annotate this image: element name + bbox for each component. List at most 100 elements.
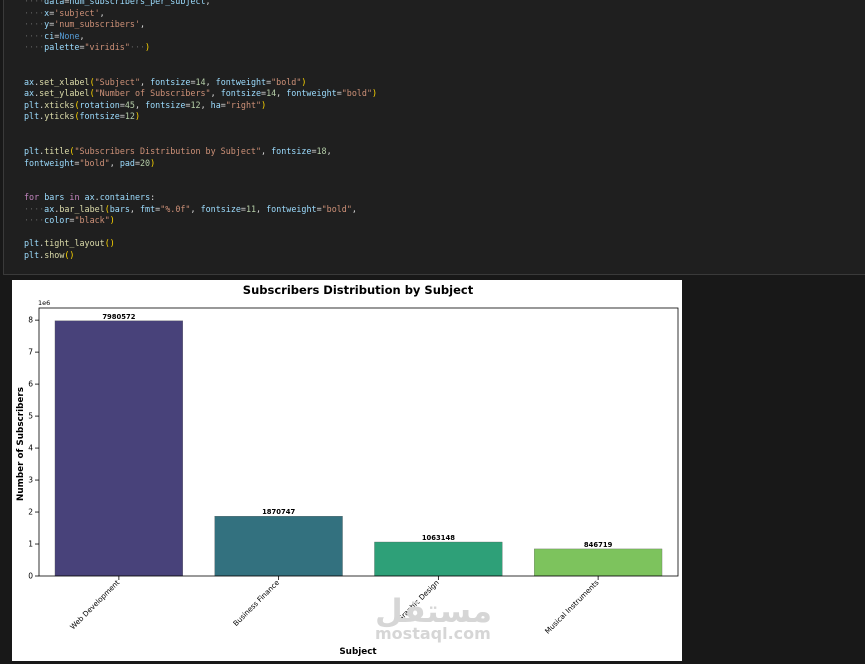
code-token: ) xyxy=(372,88,378,99)
code-token: () xyxy=(104,238,115,249)
code-line: plt.title("Subscribers Distribution by S… xyxy=(24,146,377,158)
code-token: = xyxy=(64,0,70,6)
code-token: , xyxy=(205,76,216,87)
code-token: . xyxy=(39,146,45,157)
code-token: , xyxy=(99,7,105,18)
code-line: ····x='subject', xyxy=(24,8,377,20)
code-token: 45 xyxy=(124,99,135,110)
code-token: . xyxy=(34,88,40,99)
chart-title: Subscribers Distribution by Subject xyxy=(243,283,474,297)
code-token: containers xyxy=(99,192,151,203)
code-token: ) xyxy=(109,215,115,226)
code-token: ···· xyxy=(24,203,45,214)
code-token: fontsize xyxy=(145,99,186,110)
code-token: ax xyxy=(84,192,95,203)
code-token: ) xyxy=(150,157,156,168)
code-line: ····ci=None, xyxy=(24,31,377,43)
y-tick-label: 4 xyxy=(28,444,33,453)
code-token: ax xyxy=(44,203,55,214)
code-token: 12 xyxy=(190,99,201,110)
code-token: ···· xyxy=(24,215,45,226)
code-token: fontsize xyxy=(220,88,262,99)
code-token: fontsize xyxy=(271,146,312,157)
code-token: fontsize xyxy=(200,203,241,214)
code-token: , xyxy=(276,88,287,99)
code-token: = xyxy=(185,99,191,110)
code-token: bars xyxy=(44,192,65,203)
y-tick-label: 0 xyxy=(28,572,33,581)
code-token: x xyxy=(44,7,50,18)
code-line: ​ xyxy=(24,135,377,147)
code-token: . xyxy=(34,76,40,87)
y-tick-label: 8 xyxy=(28,316,33,325)
x-axis-label: Subject xyxy=(339,647,376,657)
code-token: data xyxy=(44,0,65,6)
code-line: ​ xyxy=(24,65,377,77)
code-token: in xyxy=(69,192,80,203)
code-token: = xyxy=(336,88,342,99)
code-token: 'subject' xyxy=(54,7,100,18)
code-token: "right" xyxy=(225,99,262,110)
code-token: ax xyxy=(24,88,35,99)
code-token: ···· xyxy=(24,0,45,6)
code-token: show xyxy=(44,250,65,261)
code-token: ···· xyxy=(24,7,45,18)
code-token: = xyxy=(190,76,196,87)
y-tick-label: 1 xyxy=(28,540,33,549)
code-line: plt.show() xyxy=(24,250,377,262)
code-line: ​ xyxy=(24,169,377,181)
code-token: fontweight xyxy=(24,157,75,168)
y-tick-label: 7 xyxy=(28,348,33,357)
bar xyxy=(374,541,503,577)
code-token: None xyxy=(59,30,80,41)
code-token: = xyxy=(311,146,317,157)
code-token: xticks xyxy=(44,99,75,110)
bar xyxy=(534,548,663,577)
code-token: = xyxy=(220,99,226,110)
code-token: ···· xyxy=(24,42,45,53)
code-token: plt xyxy=(24,99,40,110)
x-tick-label: Musical Instruments xyxy=(543,578,601,636)
chart-output: Subscribers Distribution by Subject 1e6 … xyxy=(12,280,682,661)
code-token: set_xlabel xyxy=(39,76,90,87)
bar-value-label: 7980572 xyxy=(102,313,135,321)
code-token: ) xyxy=(301,76,307,87)
code-token: ( xyxy=(104,203,110,214)
code-line: plt.xticks(rotation=45, fontsize=12, ha=… xyxy=(24,100,377,112)
code-line: plt.yticks(fontsize=12) xyxy=(24,111,377,123)
code-token: color xyxy=(44,215,70,226)
code-token: plt xyxy=(24,146,40,157)
code-token: , xyxy=(351,203,357,214)
code-token: "%.0f" xyxy=(160,203,191,214)
code-token: fontweight xyxy=(266,203,317,214)
code-token: "Subject" xyxy=(94,76,140,87)
code-token: ···· xyxy=(24,30,45,41)
code-token: () xyxy=(64,250,75,261)
code-token: plt xyxy=(24,111,40,122)
code-token: ax xyxy=(24,76,35,87)
code-token: ) xyxy=(261,99,267,110)
code-token: 14 xyxy=(266,88,277,99)
code-token: = xyxy=(74,157,80,168)
code-token: set_ylabel xyxy=(39,88,90,99)
code-token: = xyxy=(119,111,125,122)
code-token: ( xyxy=(69,146,75,157)
y-axis-label: Number of Subscribers xyxy=(16,387,26,501)
code-editor[interactable]: ····data=num_subscribers_per_subject, ···… xyxy=(24,0,377,262)
code-token: = xyxy=(155,203,161,214)
bar xyxy=(214,516,343,577)
code-token: . xyxy=(54,203,60,214)
code-token: 'num_subscribers' xyxy=(54,19,140,30)
code-token: . xyxy=(39,111,45,122)
code-line: ​ xyxy=(24,227,377,239)
code-token: = xyxy=(69,215,75,226)
code-token: ( xyxy=(74,99,80,110)
code-token: 14 xyxy=(195,76,206,87)
code-token: ( xyxy=(74,111,80,122)
bar-value-label: 1870747 xyxy=(262,508,295,516)
code-token: = xyxy=(316,203,322,214)
code-line: ​ xyxy=(24,123,377,135)
code-cell[interactable]: ····data=num_subscribers_per_subject, ···… xyxy=(3,0,865,275)
plot-frame xyxy=(38,307,679,577)
code-token: title xyxy=(44,146,70,157)
